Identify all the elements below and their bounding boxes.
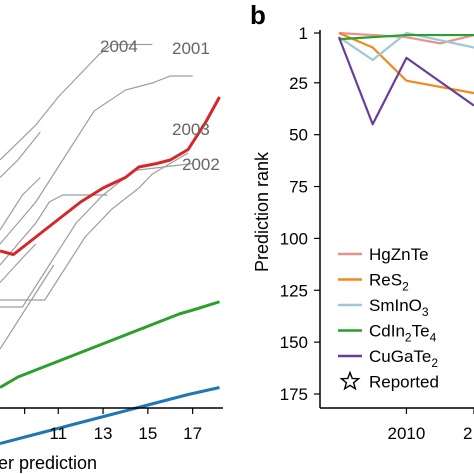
gray-history-line-1	[0, 131, 41, 178]
legend-item-cugate: CuGaTe2	[338, 347, 438, 370]
panel-b-line-cdin2te4	[338, 33, 474, 41]
legend-label: ReS2	[369, 271, 409, 294]
panel-b-xtick-label-partial: 2	[463, 424, 472, 443]
gray-history-line-2	[0, 75, 193, 245]
panel-a-blue-line	[0, 386, 220, 445]
legend-label: Reported	[369, 373, 439, 392]
gray-history-line-0	[0, 43, 153, 161]
panel-b-ytick-label: 1	[299, 24, 308, 43]
legend-label: CdIn2Te4	[369, 322, 437, 345]
panel-a-red-line	[0, 96, 221, 256]
panel-b-ytick-label: 150	[280, 333, 308, 352]
panel-b-ytick-label: 125	[280, 281, 308, 300]
legend-item-cdin: CdIn2Te4	[338, 322, 437, 345]
panel-b-line-smino3	[338, 31, 474, 62]
gray-history-line-8	[0, 243, 37, 283]
panel-a-xtick-label: 11	[49, 424, 67, 443]
legend-item-res: ReS2	[338, 271, 409, 294]
panel-a-xtick-label: 13	[94, 424, 113, 443]
gray-history-line-4	[0, 162, 193, 308]
legend-label: CuGaTe2	[369, 347, 438, 370]
panel-a-green-line	[0, 300, 220, 389]
year-annotation-2004: 2004	[100, 37, 138, 56]
gray-history-line-6	[0, 264, 55, 350]
panel-b-line-hgznte	[338, 31, 474, 45]
panel-b-line-res2	[338, 31, 474, 95]
gray-history-line-5	[0, 194, 108, 266]
year-annotation-2002: 2002	[182, 155, 220, 174]
panel-a-xtick-label: 15	[138, 424, 157, 443]
panel-b-ytick-label: 25	[289, 74, 308, 93]
panel-b-ytick-label: 50	[289, 126, 308, 145]
panel-a: 2004 2001 2003 2002 11 13 15 17 er prediction	[0, 0, 225, 474]
gray-history-line-3	[0, 152, 189, 301]
panel-b-label: b	[250, 0, 266, 30]
panel-b-ytick-label: 100	[280, 229, 308, 248]
panel-b-y-axis-label: Prediction rank	[252, 151, 272, 272]
legend-item-smino: SmInO3	[338, 296, 429, 319]
year-annotation-2003: 2003	[172, 120, 210, 139]
star-icon	[339, 370, 361, 391]
gray-history-line-7	[0, 177, 41, 231]
legend-label: HgZnTe	[369, 245, 429, 264]
panel-b-xtick-label: 2010	[388, 424, 426, 443]
panel-a-x-axis-label: er prediction	[0, 453, 97, 473]
legend-item-hgznte: HgZnTe	[338, 245, 429, 264]
panel-b-line-cugate2	[337, 36, 474, 126]
panel-a-xtick-label: 17	[183, 424, 202, 443]
panel-b-ytick-label: 75	[289, 178, 308, 197]
legend-label: SmInO3	[369, 296, 429, 319]
year-annotation-2001: 2001	[172, 39, 210, 58]
panel-b-ytick-label: 175	[280, 385, 308, 404]
legend-item-reported: Reported	[339, 370, 439, 392]
